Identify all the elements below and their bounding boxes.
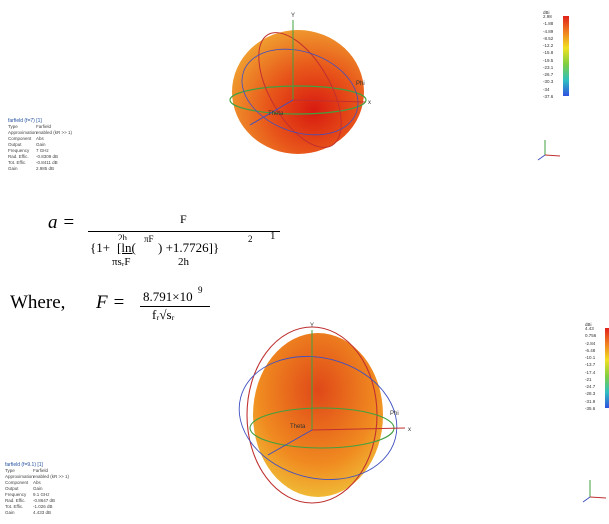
fraction-line xyxy=(140,306,210,307)
colorbar-label: -19.5 xyxy=(543,58,553,63)
eq-numerator: F xyxy=(180,212,187,227)
colorbar-label: -2.84 xyxy=(585,341,595,346)
eq-denominator: fᵣ√sᵣ xyxy=(152,307,175,323)
axis-label: Phi xyxy=(356,81,365,87)
axis-label: Theta xyxy=(268,111,284,117)
eq-part: 2 xyxy=(248,234,253,244)
eq-part: ) +1.7726]} xyxy=(158,240,219,256)
info-key: Gain xyxy=(5,510,33,516)
colorbar-label: -31.9 xyxy=(585,399,595,404)
figures: Y x Phi Theta Y x Phi Theta xyxy=(0,0,609,524)
colorbar-label: -37.6 xyxy=(543,94,553,99)
colorbar-label: 4.43 xyxy=(585,326,594,331)
colorbar-label: -17.4 xyxy=(585,370,595,375)
colorbar-label: -30.3 xyxy=(543,79,553,84)
axis-label: x xyxy=(408,427,411,433)
page: Y x Phi Theta Y x Phi Theta farfield (f=… xyxy=(0,0,609,524)
colorbar-label: -24.7 xyxy=(585,384,595,389)
colorbar-label: -28.3 xyxy=(585,391,595,396)
colorbar-label: -6.48 xyxy=(585,348,595,353)
colorbar-label: -12.2 xyxy=(543,43,553,48)
axis-label: Theta xyxy=(290,424,306,430)
axis-label: Phi xyxy=(390,411,399,417)
info-value: 2.985 dB xyxy=(36,166,54,172)
colorbar-label: -10.1 xyxy=(585,355,595,360)
colorbar-label: -34 xyxy=(543,87,550,92)
eq-part: πsᵣF xyxy=(112,256,130,268)
colorbar-label: -4.89 xyxy=(543,29,553,34)
info-value: 4.433 dB xyxy=(33,510,51,516)
eq-part: 1 xyxy=(270,230,276,242)
axis-label: Y xyxy=(291,13,295,19)
colorbar-label: -21 xyxy=(585,377,592,382)
info-row: Gain2.985 dB xyxy=(8,166,72,172)
pattern-1: Y x Phi Theta xyxy=(230,13,560,160)
eq-numerator: 8.791×10 xyxy=(143,289,193,305)
info-key: Gain xyxy=(8,166,36,172)
colorbar-scale xyxy=(605,328,609,408)
colorbar-label: -15.8 xyxy=(543,50,553,55)
eq-part: πF xyxy=(144,234,154,244)
fraction-line xyxy=(88,231,280,232)
colorbar-label: -1.88 xyxy=(543,21,553,26)
colorbar-label: -35.6 xyxy=(585,406,595,411)
axis-label: Y xyxy=(310,323,314,329)
eq-part: 2h xyxy=(178,256,189,268)
eq-part: [ln( xyxy=(117,240,136,256)
eq-where: Where, xyxy=(10,292,65,314)
colorbar-label: 2.98 xyxy=(543,14,552,19)
eq-part: {1+ xyxy=(90,240,110,256)
eq-part: 2h xyxy=(118,233,127,240)
colorbar-scale xyxy=(563,16,569,96)
colorbar-label: -26.7 xyxy=(543,72,553,77)
pattern-2: Y x Phi Theta xyxy=(225,323,606,503)
eq-sup: 9 xyxy=(198,285,203,295)
axis-label: x xyxy=(368,100,371,106)
colorbar-label: -8.52 xyxy=(543,36,553,41)
eq-lhs: a = xyxy=(48,212,75,234)
colorbar-label: -23.1 xyxy=(543,65,553,70)
eq-lhs: F = xyxy=(96,292,125,314)
colorbar-label: -13.7 xyxy=(585,362,595,367)
colorbar-label: 0.756 xyxy=(585,333,596,338)
